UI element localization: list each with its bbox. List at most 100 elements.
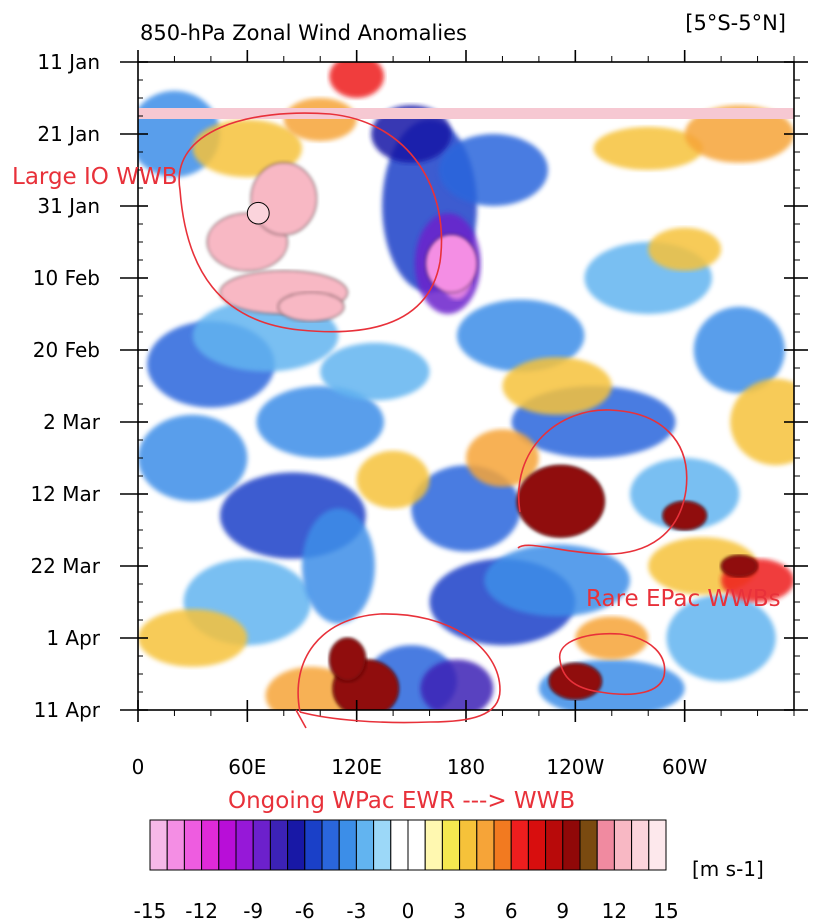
wind-anomaly-field xyxy=(138,62,794,710)
colorbar-unit-label: [m s-1] xyxy=(692,857,764,881)
colorbar-tick-label: 12 xyxy=(602,899,627,923)
y-tick-label: 1 Apr xyxy=(46,626,100,650)
anomaly-blob xyxy=(438,134,548,206)
colorbar-tick-label: 0 xyxy=(402,899,415,923)
colorbar-swatch xyxy=(613,819,633,871)
x-tick-label: 120E xyxy=(331,755,382,779)
io-circle xyxy=(178,112,443,333)
colorbar-tick-label: -15 xyxy=(134,899,167,923)
colorbar-swatch xyxy=(338,819,357,871)
colorbar-swatch xyxy=(459,819,478,871)
x-tick-label: 60E xyxy=(228,755,266,779)
feature-blob xyxy=(425,234,478,293)
colorbar-tick-label: -9 xyxy=(243,899,263,923)
colorbar-swatch xyxy=(201,819,220,871)
x-tick-label: 120W xyxy=(546,755,604,779)
feature-blob xyxy=(720,554,759,578)
colorbar-swatch xyxy=(648,819,667,871)
colorbar-swatch xyxy=(596,819,615,871)
colorbar-swatch xyxy=(545,819,564,871)
colorbar-swatch xyxy=(390,819,409,871)
anomaly-blob xyxy=(302,508,375,624)
colorbar-swatch xyxy=(476,819,495,871)
anomaly-blob xyxy=(730,378,794,466)
colorbar-tick-label: 6 xyxy=(505,899,518,923)
feature-peak xyxy=(246,201,270,225)
chart-title: 850-hPa Zonal Wind Anomalies xyxy=(140,21,467,45)
anomaly-blob xyxy=(329,62,384,98)
y-tick-label: 22 Mar xyxy=(30,554,100,578)
feature-blob xyxy=(662,500,708,531)
anomaly-blob xyxy=(192,119,302,178)
anomaly-blob xyxy=(411,465,521,552)
colorbar-swatch xyxy=(407,819,426,871)
colorbar-swatch xyxy=(218,819,237,871)
anomaly-blob xyxy=(356,450,430,509)
epac-circle-2 xyxy=(559,632,666,696)
anomaly-blob xyxy=(320,342,430,401)
colorbar-swatch xyxy=(355,819,375,871)
feature-blob xyxy=(328,637,367,682)
colorbar-swatch xyxy=(562,819,581,871)
feature-blob xyxy=(516,464,605,538)
anomaly-blob xyxy=(456,299,585,372)
anomaly-blob xyxy=(265,666,357,710)
y-tick-label: 21 Jan xyxy=(37,122,100,146)
x-tick-label: 180 xyxy=(447,755,485,779)
colorbar-tick-label: 3 xyxy=(453,899,466,923)
y-tick-label: 31 Jan xyxy=(37,194,100,218)
colorbar-swatch xyxy=(304,819,323,871)
x-tick-label: 60W xyxy=(662,755,707,779)
y-tick-label: 11 Jan xyxy=(37,50,100,74)
anomaly-blob xyxy=(138,414,248,502)
epac-circle xyxy=(517,409,688,555)
x-axis: 0 60E 120E 180 120W 60W xyxy=(132,50,795,779)
colorbar-tick-label: 9 xyxy=(556,899,569,923)
y-tick-label: 2 Mar xyxy=(43,410,101,434)
anomaly-blob xyxy=(684,105,794,163)
anomaly-blob xyxy=(575,616,649,660)
colorbar-swatch xyxy=(424,819,443,871)
anomaly-blob xyxy=(593,126,703,170)
y-tick-label: 20 Feb xyxy=(33,338,100,362)
colorbar: -15 -12 -9 -6 -3 0 3 6 9 12 15 xyxy=(134,819,679,923)
colorbar-tick-label: -12 xyxy=(185,899,218,923)
anomaly-blob xyxy=(484,544,630,617)
annotation-epac: Rare EPac WWBs xyxy=(586,586,781,612)
colorbar-swatch xyxy=(510,819,529,871)
annotation-io: Large IO WWB xyxy=(12,164,177,190)
colorbar-swatch xyxy=(631,819,650,871)
colorbar-swatch xyxy=(493,819,512,871)
annotations: Large IO WWB Rare EPac WWBs Ongoing WPac… xyxy=(12,112,781,814)
y-tick-label: 10 Feb xyxy=(33,266,100,290)
anomaly-blob xyxy=(666,594,776,682)
wpac-circle xyxy=(295,613,501,729)
region-label: [5°S-5°N] xyxy=(685,11,786,35)
colorbar-tick-label: 15 xyxy=(653,899,678,923)
anomaly-blob xyxy=(138,609,248,667)
x-tick-label: 0 xyxy=(132,755,145,779)
anomaly-blob xyxy=(371,105,452,163)
y-axis: 11 Jan 21 Jan 31 Jan 10 Feb 20 Feb 2 Mar 12 Ma… xyxy=(30,50,808,722)
anomaly-blob xyxy=(283,98,357,142)
colorbar-swatch xyxy=(527,819,547,871)
anomaly-blob xyxy=(502,357,612,415)
annotation-wpac: Ongoing WPac EWR ---> WWB xyxy=(228,788,575,814)
anomaly-blob xyxy=(466,429,539,487)
anomaly-blob xyxy=(693,306,785,394)
y-tick-label: 11 Apr xyxy=(34,698,101,722)
colorbar-swatch xyxy=(579,819,598,871)
anomaly-blob xyxy=(420,659,494,710)
missing-data-strip xyxy=(138,108,794,119)
anomaly-blob xyxy=(648,227,722,271)
colorbar-swatch xyxy=(441,819,461,871)
colorbar-swatch xyxy=(149,819,168,871)
colorbar-swatch xyxy=(252,819,271,871)
colorbar-swatch xyxy=(321,819,340,871)
colorbar-swatch xyxy=(235,819,254,871)
colorbar-tick-label: -3 xyxy=(346,899,366,923)
feature-blob xyxy=(548,662,603,700)
colorbar-swatch xyxy=(166,819,185,871)
colorbar-swatch xyxy=(269,819,289,871)
